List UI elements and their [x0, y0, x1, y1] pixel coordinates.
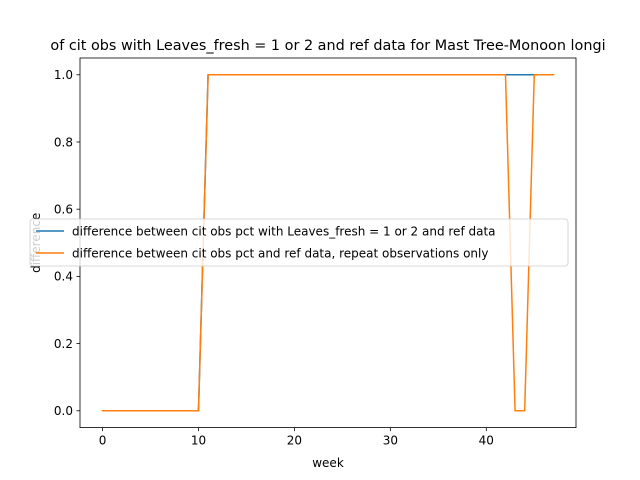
x-tick-label: 20: [287, 434, 302, 448]
legend-label-series-1: difference between cit obs pct with Leav…: [72, 225, 496, 239]
series-line-2: [101, 74, 555, 412]
legend-box: [29, 218, 569, 267]
y-tick-label: 0.6: [54, 203, 73, 217]
x-tick-label: 40: [479, 434, 494, 448]
x-tick-label: 30: [383, 434, 398, 448]
y-tick-label: 0.0: [54, 404, 73, 418]
y-tick-label: 0.8: [54, 135, 73, 149]
y-axis: 0.0 0.2 0.4 0.6 0.8 1.0: [54, 68, 80, 418]
legend: difference between cit obs pct with Leav…: [29, 218, 569, 267]
x-axis-label: week: [312, 456, 344, 470]
x-axis: 0 10 20 30 40: [99, 427, 494, 448]
y-tick-label: 1.0: [54, 68, 73, 82]
y-tick-label: 0.4: [54, 270, 73, 284]
legend-label-series-2: difference between cit obs pct and ref d…: [72, 247, 488, 261]
chart-title: of cit obs with Leaves_fresh = 1 or 2 an…: [50, 38, 605, 54]
x-tick-label: 0: [99, 434, 107, 448]
x-tick-label: 10: [191, 434, 206, 448]
y-tick-label: 0.2: [54, 337, 73, 351]
series-layer: [101, 74, 555, 412]
